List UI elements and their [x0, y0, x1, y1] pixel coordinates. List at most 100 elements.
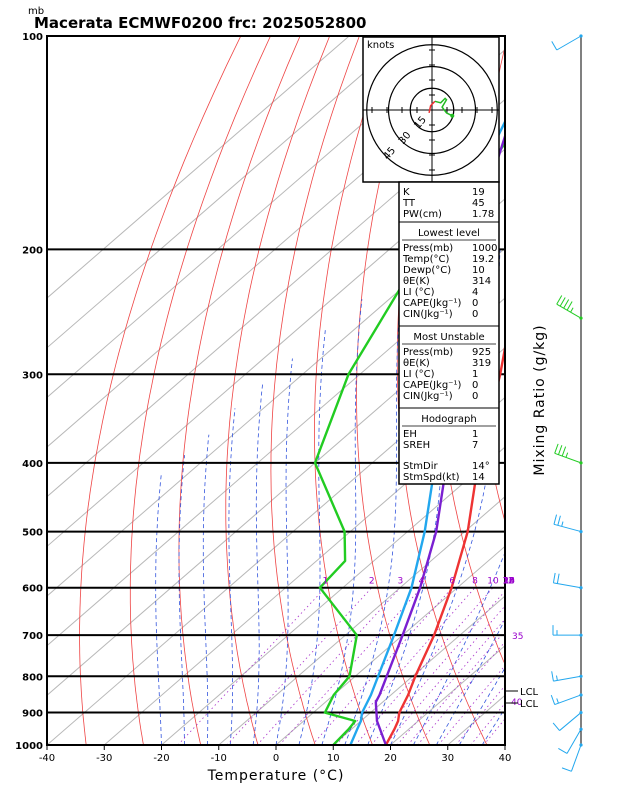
wind-barb-staff: [559, 712, 582, 731]
x-tick-label: 20: [384, 753, 397, 764]
wind-barb: [550, 693, 583, 706]
indices-frame: [398, 181, 500, 485]
hodograph-trace-high: [434, 97, 453, 117]
wind-barb-flag: [558, 748, 568, 754]
isotherm-line: [47, 297, 505, 697]
mixing-ratio-label: 1: [322, 577, 328, 587]
lcl-upper-label: LCL: [520, 687, 539, 698]
wind-barb-flag: [550, 694, 556, 705]
dry-adiabat: [270, 36, 360, 745]
isotherm-line: [562, 36, 618, 745]
mixing-ratio-label: 18: [503, 577, 515, 587]
hodograph-section-row-label: StmSpd(kt): [403, 472, 460, 483]
wind-barb-flag: [554, 443, 559, 454]
hodograph-ring: [409, 87, 455, 133]
most-unstable-section-row-value: 0: [472, 391, 478, 402]
wind-barb-staff: [556, 35, 582, 51]
x-tick-label: -20: [153, 753, 169, 764]
moist-adiabat: [228, 408, 236, 745]
moist-adiabat: [202, 434, 210, 745]
hodograph-section-row-label: SREH: [403, 440, 430, 451]
pressure-tick-label: 100: [22, 32, 43, 43]
index-row-value: 19: [472, 187, 485, 198]
mixing-ratio-line: [438, 664, 505, 745]
isotherm-line: [103, 396, 505, 745]
pressure-tick-label: 400: [22, 459, 43, 470]
x-axis-label: Temperature (°C): [207, 768, 345, 784]
lcl-lower-label: LCL: [520, 699, 539, 710]
lowest-level-section-row-value: 314: [472, 276, 491, 287]
wind-barb-flag: [557, 515, 561, 526]
mixing-ratio-label: 12: [502, 577, 513, 587]
isotherm-line: [47, 36, 464, 399]
index-row-label: TT: [402, 198, 416, 209]
mixing-ratio-label: 16: [503, 577, 515, 587]
x-tick-label: -10: [211, 753, 227, 764]
pressure-tick-label: 900: [22, 709, 43, 720]
isotherm-line: [47, 247, 505, 647]
hodograph-ring: [366, 44, 498, 176]
moist-adiabat: [275, 358, 293, 745]
index-row-value: 1.78: [472, 209, 494, 220]
x-tick-label: 0: [273, 753, 279, 764]
pressure-tick-label: 1000: [15, 741, 43, 752]
lowest-level-section-row-label: Press(mb): [403, 243, 453, 254]
wind-barb-dot: [579, 743, 583, 747]
wind-barb-flag: [559, 297, 566, 307]
mixing-ratio-line: [483, 718, 505, 745]
hodograph-unit-label: knots: [367, 40, 394, 51]
dry-adiabat: [314, 36, 390, 745]
mixing-ratio-line: [177, 587, 326, 745]
hodograph-section-row-value: 1: [472, 429, 478, 440]
most-unstable-section-row-label: LI (°C): [403, 369, 435, 380]
wind-barb-dot: [579, 529, 583, 534]
dry-adiabat: [129, 36, 271, 745]
isotherm-line: [332, 595, 505, 745]
mixing-ratio-line: [311, 587, 453, 745]
wind-barb-dot: [579, 710, 583, 715]
x-tick-label: -30: [96, 753, 112, 764]
moist-adiabat: [481, 707, 505, 745]
isotherm-line: [161, 446, 505, 745]
lowest-level-section-row-label: CAPE(Jkg⁻¹): [403, 298, 461, 309]
lowest-level-section-row-value: 4: [472, 287, 478, 298]
hodograph-trace-low: [428, 100, 436, 114]
pressure-unit: mb: [28, 6, 44, 17]
wind-barb: [551, 34, 583, 51]
moist-adiabat: [178, 455, 185, 745]
most-unstable-section-header: Most Unstable: [413, 332, 484, 343]
x-tick-label: 40: [499, 753, 512, 764]
moist-adiabat: [155, 474, 162, 745]
isotherm-line: [47, 198, 505, 597]
hodograph-end-point: [450, 113, 455, 118]
wind-barb-staff: [553, 523, 582, 533]
dry-adiabat: [178, 36, 301, 745]
lowest-level-section-row-label: CIN(Jkg⁻¹): [403, 309, 453, 320]
mixing-ratio-line: [335, 587, 476, 745]
index-row-label: K: [403, 187, 410, 198]
isotherm-line: [47, 36, 350, 299]
lowest-level-section-row-value: 10: [472, 265, 485, 276]
most-unstable-section-row-value: 319: [472, 358, 491, 369]
side-axis-label: Mixing Ratio (g/kg): [532, 324, 548, 475]
lowest-level-section-row-value: 1000: [472, 243, 497, 254]
wind-barb-flag: [561, 767, 572, 772]
wind-barb-dot: [579, 674, 583, 678]
mixing-ratio-label: 8: [472, 577, 478, 587]
mixing-ratio-label: 25: [503, 577, 514, 587]
lowest-level-section-row-value: 0: [472, 309, 478, 320]
mixing-ratio-label: 6: [449, 577, 455, 587]
wind-barb-dot: [579, 461, 583, 465]
moist-adiabat: [252, 384, 263, 745]
wind-barb: [551, 671, 583, 682]
lowest-level-section-row-value: 0: [472, 298, 478, 309]
isotherm-line: [218, 496, 505, 745]
hodograph-section-header: Hodograph: [421, 414, 476, 425]
dry-adiabat: [548, 36, 618, 745]
wind-barb-staff: [553, 582, 582, 589]
most-unstable-section-row-value: 1: [472, 369, 478, 380]
mixing-ratio-line: [470, 702, 505, 745]
hodograph-section-row-label: EH: [403, 429, 417, 440]
most-unstable-section-row-label: θE(K): [403, 358, 430, 369]
most-unstable-section-row-value: 925: [472, 347, 491, 358]
